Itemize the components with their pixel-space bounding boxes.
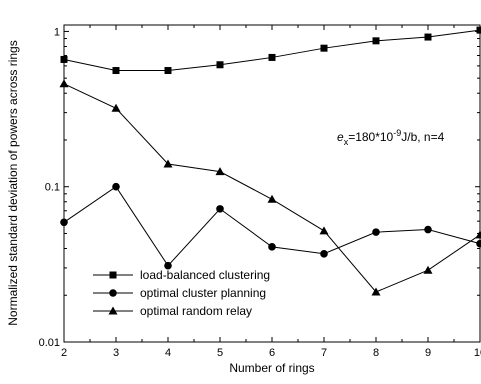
x-tick-label: 3 — [113, 347, 119, 359]
data-point — [269, 54, 276, 61]
data-point — [216, 205, 224, 213]
legend-label: load-balanced clustering — [140, 268, 270, 282]
x-tick-label: 5 — [217, 347, 223, 359]
series-circle — [60, 183, 481, 270]
data-point — [60, 79, 69, 87]
data-point — [217, 61, 224, 68]
data-point — [476, 240, 481, 248]
legend-marker — [110, 272, 117, 279]
data-point — [320, 226, 329, 234]
data-point — [425, 34, 432, 41]
data-point — [60, 218, 68, 226]
legend: load-balanced clustering optimal cluster … — [93, 268, 270, 318]
data-point — [424, 226, 432, 234]
data-point — [372, 228, 380, 236]
data-point — [476, 230, 481, 238]
data-point — [268, 195, 277, 203]
data-point — [373, 37, 380, 44]
data-point — [424, 266, 433, 274]
y-axis-label: Normalized standard deviation of powers … — [6, 40, 20, 325]
legend-label: optimal random relay — [140, 304, 252, 318]
y-tick-label: 0.01 — [39, 337, 60, 349]
y-axis: 0.01 0.1 1 — [39, 26, 480, 349]
data-point — [113, 67, 120, 74]
data-point — [477, 27, 481, 34]
x-axis: 2 3 4 5 6 7 8 9 10 — [61, 25, 481, 359]
data-point — [112, 183, 120, 191]
series-layer — [60, 27, 481, 296]
plot-frame — [64, 25, 480, 342]
x-axis-label: Number of rings — [229, 361, 314, 375]
data-point — [165, 67, 172, 74]
x-tick-label: 6 — [269, 347, 275, 359]
legend-marker — [109, 289, 117, 297]
data-point — [321, 45, 328, 52]
series-triangle — [60, 79, 481, 295]
x-tick-label: 9 — [425, 347, 431, 359]
data-point — [320, 250, 328, 258]
x-tick-label: 8 — [373, 347, 379, 359]
y-tick-label: 0.1 — [45, 182, 60, 194]
data-point — [268, 243, 276, 251]
series-line — [64, 84, 480, 292]
y-tick-label: 1 — [54, 26, 60, 38]
x-tick-label: 7 — [321, 347, 327, 359]
x-tick-label: 4 — [165, 347, 171, 359]
annotation: ex=180*10-9J/b, n=4 — [337, 128, 445, 147]
data-point — [61, 56, 68, 63]
legend-label: optimal cluster planning — [140, 286, 266, 300]
x-tick-label: 2 — [61, 347, 67, 359]
data-point — [112, 104, 121, 112]
x-tick-label: 10 — [474, 347, 481, 359]
series-square — [61, 27, 481, 74]
series-line — [64, 30, 480, 70]
